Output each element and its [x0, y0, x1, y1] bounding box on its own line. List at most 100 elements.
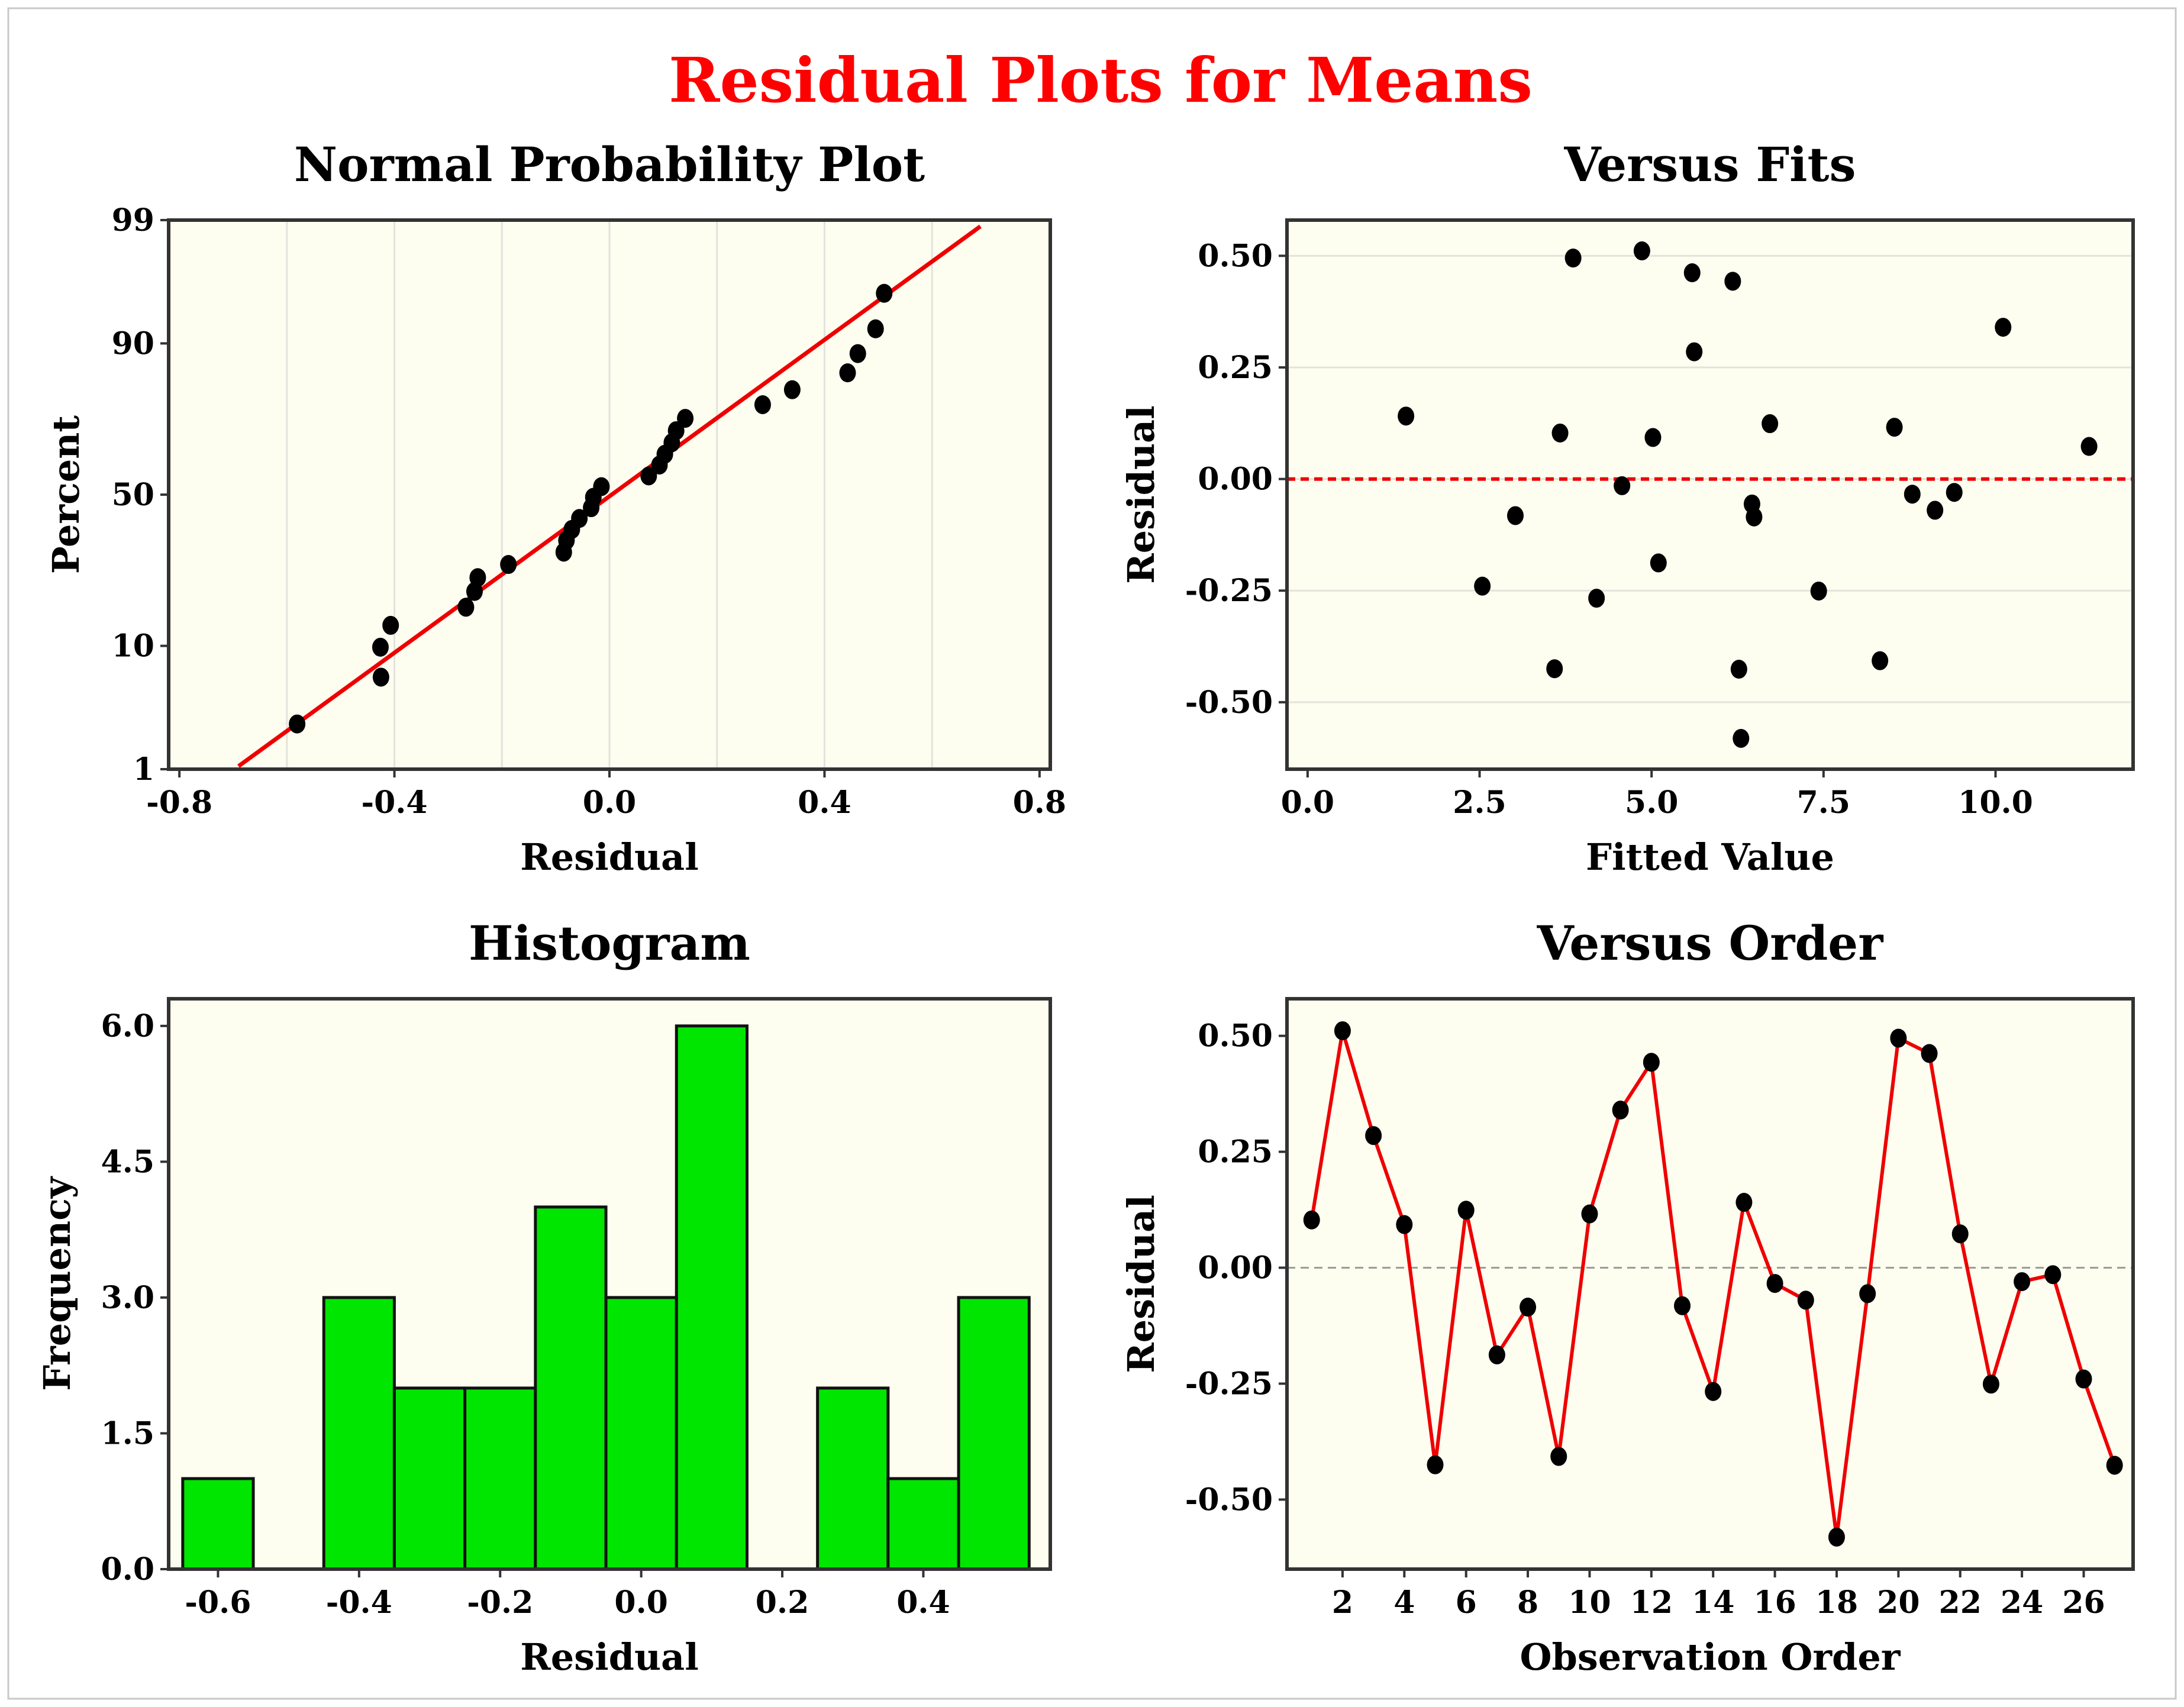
data-point: [1735, 1193, 1753, 1212]
y-tick-label: 1.5: [101, 1415, 154, 1451]
data-point: [1520, 1298, 1537, 1317]
y-tick-label: 0.25: [1198, 350, 1273, 386]
data-point: [1612, 1101, 1629, 1120]
x-tick-label: 14: [1692, 1585, 1734, 1621]
x-tick-label: -0.6: [185, 1585, 251, 1621]
x-tick-label: 6: [1456, 1585, 1477, 1621]
data-point: [2106, 1456, 2123, 1475]
histogram-panel: -0.6 -0.4 -0.2 0.0 0.2 0.4 0.0 1.5 3.0 4.5 6.0 Hist…: [36, 915, 1052, 1679]
data-point: [1644, 428, 1662, 447]
y-tick-label: 50: [112, 477, 154, 513]
data-point: [1951, 1224, 1969, 1244]
histogram-bar: [957, 1296, 1031, 1571]
data-point: [1614, 476, 1631, 495]
data-point: [1506, 506, 1524, 525]
data-point: [1643, 1053, 1660, 1072]
data-point: [457, 598, 475, 617]
data-point: [1733, 728, 1750, 748]
y-tick-label: 0.50: [1198, 1018, 1273, 1054]
data-point: [1921, 1044, 1938, 1063]
data-point: [1588, 589, 1605, 608]
x-tick-label: -0.2: [467, 1585, 533, 1621]
x-tick-label: 26: [2062, 1585, 2105, 1621]
x-tick-label: 0.0: [1281, 785, 1334, 821]
data-point: [1828, 1527, 1845, 1547]
x-tick-label: 7.5: [1797, 785, 1850, 821]
fit-line: [237, 224, 982, 768]
data-point: [1546, 659, 1563, 679]
x-tick-label: 0.0: [583, 785, 636, 821]
data-point: [1674, 1296, 1691, 1315]
data-point: [571, 509, 588, 528]
x-tick-label: 24: [2001, 1585, 2043, 1621]
data-point: [469, 568, 486, 588]
y-tick-label: 6.0: [101, 1008, 154, 1044]
data-point: [1474, 576, 1491, 596]
data-point: [382, 615, 399, 635]
data-point: [1886, 418, 1903, 437]
x-tick-label: 4: [1393, 1585, 1415, 1621]
data-point: [1946, 483, 1963, 502]
x-tick-label: 0.2: [756, 1585, 809, 1621]
data-point: [372, 637, 389, 657]
x-tick-label: 0.0: [614, 1585, 667, 1621]
data-point: [640, 466, 657, 486]
data-point: [1633, 241, 1650, 261]
x-axis-label: Residual: [520, 835, 699, 879]
x-axis-label: Residual: [520, 1635, 699, 1679]
data-point: [1859, 1284, 1876, 1303]
data-point: [1762, 414, 1779, 434]
y-tick-label: 90: [112, 325, 154, 362]
versus-order-panel: 2 4 6 8 10 12 14 16 18 20 22 24 260.500.250.00-0.25-…: [1120, 915, 2135, 1679]
x-axis-label: Fitted Value: [1586, 835, 1834, 879]
y-tick-label: -0.50: [1185, 1482, 1273, 1518]
histogram-bar: [886, 1477, 960, 1571]
x-tick-label: 10.0: [1958, 785, 2033, 821]
y-tick-label: -0.25: [1185, 1366, 1273, 1402]
data-point: [1705, 1382, 1722, 1401]
normal-probability-panel: -0.8 -0.4 0.0 0.4 0.8 1 10 50 90 99 Normal Probabi…: [44, 137, 1066, 879]
y-tick-label: 0.25: [1198, 1134, 1273, 1170]
data-point: [1724, 272, 1741, 291]
plot-frame: [1285, 997, 2135, 1571]
data-point: [1550, 1447, 1567, 1466]
x-tick-label: 16: [1753, 1585, 1796, 1621]
y-tick-label: 10: [112, 628, 154, 664]
x-tick-label: 22: [1939, 1585, 1982, 1621]
panel-title: Histogram: [469, 915, 750, 971]
x-tick-label: 5.0: [1625, 785, 1678, 821]
y-tick-label: 4.5: [101, 1144, 154, 1180]
y-axis-label: Residual: [1120, 405, 1163, 584]
histogram-bar: [463, 1386, 537, 1571]
data-point: [1365, 1126, 1382, 1145]
data-point: [1982, 1374, 1999, 1394]
plot-frame: [1285, 218, 2135, 771]
x-tick-label: -0.4: [362, 785, 428, 821]
data-point: [1396, 1215, 1413, 1234]
y-tick-label: -0.25: [1185, 573, 1273, 609]
data-point: [1551, 423, 1569, 443]
y-tick-label: 0.00: [1198, 462, 1273, 498]
data-point: [1427, 1455, 1444, 1474]
histogram-bar: [181, 1477, 255, 1571]
y-axis-label: Residual: [1120, 1195, 1163, 1373]
y-tick-label: 0.0: [101, 1551, 154, 1587]
data-point: [876, 283, 893, 303]
data-point: [783, 380, 801, 399]
plot-area: [1287, 220, 2133, 769]
data-point: [1683, 263, 1701, 283]
plot-area: [1287, 999, 2133, 1569]
x-tick-label: 20: [1877, 1585, 1920, 1621]
data-point: [867, 319, 884, 338]
data-point: [1398, 406, 1415, 426]
x-tick-label: 8: [1517, 1585, 1538, 1621]
data-point: [1904, 485, 1921, 504]
data-point: [1872, 651, 1889, 670]
panel-title: Versus Fits: [1563, 137, 1856, 192]
data-point: [667, 421, 685, 440]
plot-frame: [167, 997, 1052, 1571]
x-tick-label: 10: [1568, 1585, 1611, 1621]
x-tick-label: -0.8: [146, 785, 212, 821]
data-point: [849, 344, 866, 363]
x-tick-label: -0.4: [326, 1585, 392, 1621]
